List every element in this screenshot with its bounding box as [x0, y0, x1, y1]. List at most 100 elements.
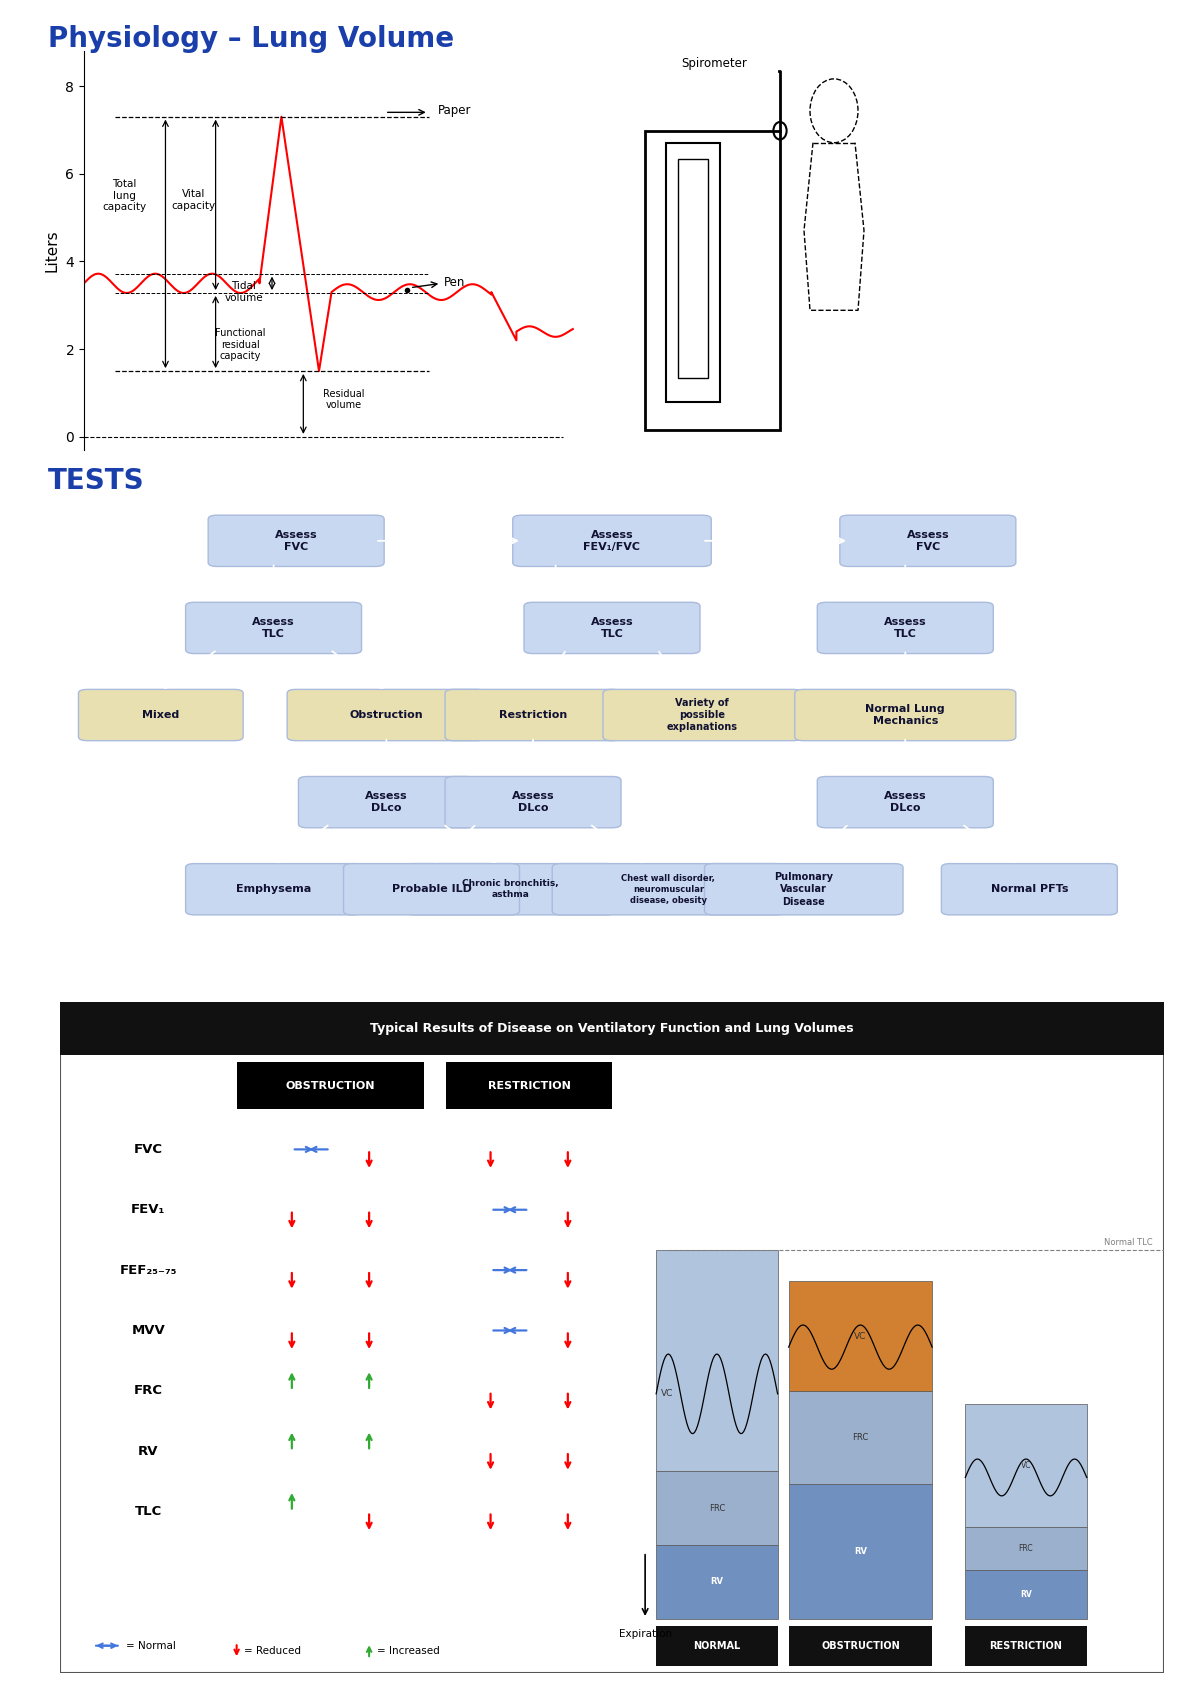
- Text: FVC: FVC: [134, 1143, 163, 1156]
- Text: Normal / High: Normal / High: [736, 523, 816, 533]
- Text: Assess
TLC: Assess TLC: [252, 616, 295, 638]
- Text: RV: RV: [854, 1547, 866, 1555]
- Text: Vital
capacity: Vital capacity: [172, 188, 216, 211]
- Text: Spirometer: Spirometer: [682, 58, 746, 70]
- Bar: [236, 1063, 425, 1109]
- Bar: [788, 1280, 932, 1391]
- Text: VC: VC: [854, 1331, 866, 1340]
- Text: Assess
FVC: Assess FVC: [275, 530, 318, 552]
- Bar: [678, 158, 708, 379]
- Bar: [446, 1063, 612, 1109]
- Text: = Increased: = Increased: [377, 1645, 439, 1656]
- Text: VC: VC: [1021, 1460, 1031, 1470]
- FancyBboxPatch shape: [840, 514, 1016, 567]
- FancyBboxPatch shape: [512, 514, 712, 567]
- Text: Assess
TLC: Assess TLC: [590, 616, 634, 638]
- Text: FRC: FRC: [1019, 1543, 1033, 1552]
- Text: Restriction: Restriction: [499, 710, 568, 720]
- Text: Assess
DLco: Assess DLco: [884, 791, 926, 813]
- Text: Assess
FEV₁/FVC: Assess FEV₁/FVC: [583, 530, 641, 552]
- Text: Assess
TLC: Assess TLC: [884, 616, 926, 638]
- FancyBboxPatch shape: [524, 603, 700, 654]
- Text: Typical Results of Disease on Ventilatory Function and Lung Volumes: Typical Results of Disease on Ventilator…: [370, 1022, 854, 1036]
- Text: TLC: TLC: [134, 1504, 162, 1518]
- Text: Normal: Normal: [1008, 835, 1051, 846]
- Text: Mixed: Mixed: [142, 710, 180, 720]
- Text: Low: Low: [781, 835, 804, 846]
- Text: OBSTRUCTION: OBSTRUCTION: [821, 1640, 900, 1650]
- Bar: [656, 1545, 778, 1618]
- Text: Normal /
High: Normal / High: [683, 659, 733, 679]
- FancyBboxPatch shape: [186, 603, 361, 654]
- Bar: [965, 1527, 1087, 1569]
- Text: Chest wall disorder,
neuromuscular
disease, obesity: Chest wall disorder, neuromuscular disea…: [622, 874, 715, 905]
- Bar: [965, 1569, 1087, 1618]
- Text: Functional
residual
capacity: Functional residual capacity: [216, 328, 266, 362]
- Text: RV: RV: [138, 1445, 158, 1457]
- Text: Normal /
High: Normal / High: [1004, 579, 1055, 599]
- FancyBboxPatch shape: [406, 864, 616, 915]
- FancyBboxPatch shape: [552, 864, 785, 915]
- FancyBboxPatch shape: [186, 864, 361, 915]
- Text: Expiration: Expiration: [618, 1628, 672, 1639]
- Text: Assess
DLco: Assess DLco: [511, 791, 554, 813]
- Text: FEF₂₅₋₇₅: FEF₂₅₋₇₅: [120, 1263, 178, 1277]
- Y-axis label: Liters: Liters: [44, 229, 60, 272]
- Text: FEV₁: FEV₁: [131, 1204, 166, 1216]
- Text: Low: Low: [138, 659, 161, 669]
- Text: Pen: Pen: [444, 277, 466, 289]
- Text: Obstruction: Obstruction: [349, 710, 424, 720]
- Text: Pulmonary
Vascular
Disease: Pulmonary Vascular Disease: [774, 871, 833, 907]
- Text: Normal: Normal: [490, 835, 532, 846]
- Text: TESTS: TESTS: [48, 467, 145, 494]
- FancyBboxPatch shape: [445, 689, 622, 740]
- Text: NORMAL: NORMAL: [694, 1640, 740, 1650]
- Bar: [788, 1625, 932, 1666]
- Text: Low: Low: [838, 579, 860, 589]
- FancyBboxPatch shape: [704, 864, 904, 915]
- FancyBboxPatch shape: [602, 689, 802, 740]
- Text: Total
lung
capacity: Total lung capacity: [103, 178, 146, 212]
- Bar: [60, 1002, 1164, 1056]
- Text: Emphysema: Emphysema: [236, 885, 311, 895]
- Text: Variety of
possible
explanations: Variety of possible explanations: [667, 698, 738, 732]
- Text: Low: Low: [211, 579, 234, 589]
- FancyBboxPatch shape: [208, 514, 384, 567]
- Text: Physiology – Lung Volume: Physiology – Lung Volume: [48, 25, 454, 53]
- FancyBboxPatch shape: [941, 864, 1117, 915]
- Bar: [656, 1625, 778, 1666]
- Text: Low: Low: [408, 835, 432, 846]
- Text: VC: VC: [661, 1389, 673, 1399]
- Text: Low: Low: [499, 579, 522, 589]
- Text: RV: RV: [710, 1577, 724, 1586]
- Text: Normal /
High: Normal / High: [829, 659, 880, 679]
- Text: Assess
FVC: Assess FVC: [906, 530, 949, 552]
- Text: Normal /
High: Normal / High: [361, 579, 412, 599]
- FancyBboxPatch shape: [794, 689, 1016, 740]
- Text: Low: Low: [251, 835, 274, 846]
- Text: FRC: FRC: [709, 1504, 725, 1513]
- Bar: [788, 1484, 932, 1618]
- Text: OBSTRUCTION: OBSTRUCTION: [286, 1080, 376, 1090]
- Text: RESTRICTION: RESTRICTION: [487, 1080, 571, 1090]
- Bar: [965, 1404, 1087, 1527]
- FancyBboxPatch shape: [78, 689, 244, 740]
- Bar: [788, 1391, 932, 1484]
- FancyBboxPatch shape: [287, 689, 486, 740]
- FancyBboxPatch shape: [343, 864, 520, 915]
- Text: Normal Lung
Mechanics: Normal Lung Mechanics: [865, 705, 946, 727]
- Text: Paper: Paper: [438, 104, 472, 117]
- Text: FRC: FRC: [134, 1384, 163, 1397]
- Text: Low: Low: [437, 523, 460, 533]
- Bar: [965, 1625, 1087, 1666]
- Text: MVV: MVV: [132, 1324, 166, 1336]
- Bar: [656, 1470, 778, 1545]
- Text: Normal /
High: Normal / High: [378, 659, 428, 679]
- Text: Normal TLC: Normal TLC: [1104, 1238, 1153, 1248]
- FancyBboxPatch shape: [817, 603, 994, 654]
- Text: Assess
DLco: Assess DLco: [365, 791, 408, 813]
- Text: Chronic bronchitis,
asthma: Chronic bronchitis, asthma: [462, 880, 559, 900]
- Bar: [656, 1250, 778, 1470]
- Text: Normal PFTs: Normal PFTs: [991, 885, 1068, 895]
- Text: FRC: FRC: [852, 1433, 869, 1442]
